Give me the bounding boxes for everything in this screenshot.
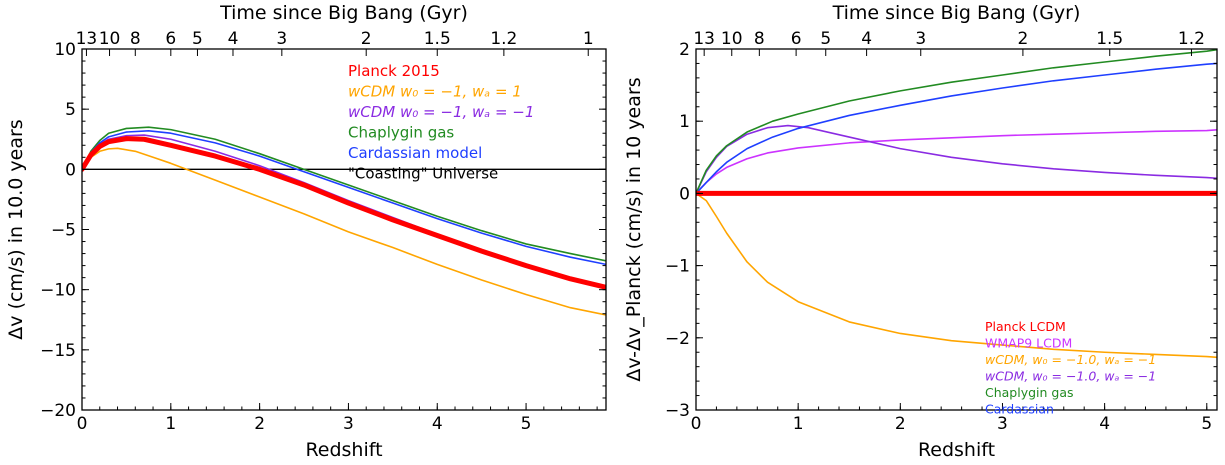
series-line-chaplygin [82,126,606,262]
series-group [696,49,1217,359]
series-line-wcdm_b [696,124,1217,195]
x-tick-label: 1 [793,414,804,434]
plot-frame [695,48,1218,411]
legend-entry-wcdm_a: wCDM w₀ = −1, wₐ = 1 [348,83,522,101]
legend-entry-wcdm_b: wCDM w₀ = −1, wₐ = −1 [348,103,534,121]
x-tick-label: 3 [997,414,1008,434]
top-tick-label: 10 [721,29,743,49]
y-tick-label: −20 [40,401,76,421]
top-tick-label: 1.5 [1096,29,1123,49]
series-line-planck [82,136,606,290]
top-tick-label: 2 [361,29,372,49]
y-axis-label: Δv-Δv_Planck (cm/s) in 10 years [623,77,645,381]
y-tick-label: 1 [679,112,690,132]
legend-entry-chaplygin: Chaplygin gas [348,124,454,142]
x-axis-label: Redshift [305,439,382,461]
y-tick-label: 2 [679,40,690,60]
x-tick-label: 0 [77,414,88,434]
top-tick-label: 5 [192,29,203,49]
legend-entry-chaplygin: Chaplygin gas [985,385,1074,400]
series-group [82,126,606,316]
top-tick-label: 1.2 [490,29,517,49]
legend-entry-wmap: WMAP9 LCDM [985,336,1072,351]
series-line-wmap [696,129,1217,195]
y-tick-label: −15 [40,341,76,361]
x-tick-label: 2 [895,414,906,434]
top-tick-label: 3 [915,29,926,49]
y-axis-label: Δv (cm/s) in 10.0 years [5,119,27,339]
top-tick-label: 13 [693,29,715,49]
x-tick-label: 4 [432,414,443,434]
top-tick-label: 1.5 [424,29,451,49]
legend-entry-cardassian: Cardassian model [348,144,482,162]
top-tick-label: 13 [76,29,98,49]
x-axis-label: Redshift [918,439,995,461]
legend-entry-coasting: "Coasting" Universe [348,165,498,183]
legend-entry-wcdm_b: wCDM, w₀ = −1.0, wₐ = −1 [985,369,1156,384]
y-tick-label: −5 [51,221,76,241]
y-tick-label: 0 [679,184,690,204]
y-tick-label: 5 [65,100,76,120]
x-tick-label: 1 [165,414,176,434]
top-tick-label: 4 [228,29,239,49]
series-line-wcdm_a [82,147,606,316]
series-line-chaplygin [696,49,1217,195]
series-line-cardassian [696,62,1217,195]
x-tick-label: 5 [521,414,532,434]
y-tick-label: 0 [65,160,76,180]
y-tick-label: 10 [54,40,76,60]
top-tick-label: 2 [1017,29,1028,49]
x-tick-label: 2 [254,414,265,434]
top-axis-label: Time since Big Bang (Gyr) [219,2,468,24]
x-tick-label: 4 [1099,414,1110,434]
x-tick-label: 0 [691,414,702,434]
top-tick-label: 8 [130,29,141,49]
legend-entry-cardassian: Cardassian [985,402,1054,417]
x-tick-label: 5 [1201,414,1212,434]
top-tick-label: 6 [791,29,802,49]
top-tick-label: 6 [165,29,176,49]
series-line-cardassian [82,130,606,266]
top-tick-label: 5 [820,29,831,49]
legend-entry-planck: Planck 2015 [348,62,440,80]
top-tick-label: 1.2 [1178,29,1205,49]
series-line-wcdm_a [696,192,1217,359]
y-tick-label: −1 [665,257,690,277]
top-tick-label: 1 [583,29,594,49]
y-tick-label: −2 [665,329,690,349]
top-tick-label: 10 [99,29,121,49]
y-tick-label: −10 [40,281,76,301]
top-axis-label: Time since Big Bang (Gyr) [832,2,1081,24]
top-tick-label: 3 [276,29,287,49]
x-tick-label: 3 [343,414,354,434]
y-tick-label: −3 [665,401,690,421]
legend-entry-planck: Planck LCDM [985,319,1066,334]
legend-entry-wcdm_a: wCDM, w₀ = −1.0, wₐ = −1 [985,352,1156,367]
top-tick-label: 4 [861,29,872,49]
top-tick-label: 8 [754,29,765,49]
